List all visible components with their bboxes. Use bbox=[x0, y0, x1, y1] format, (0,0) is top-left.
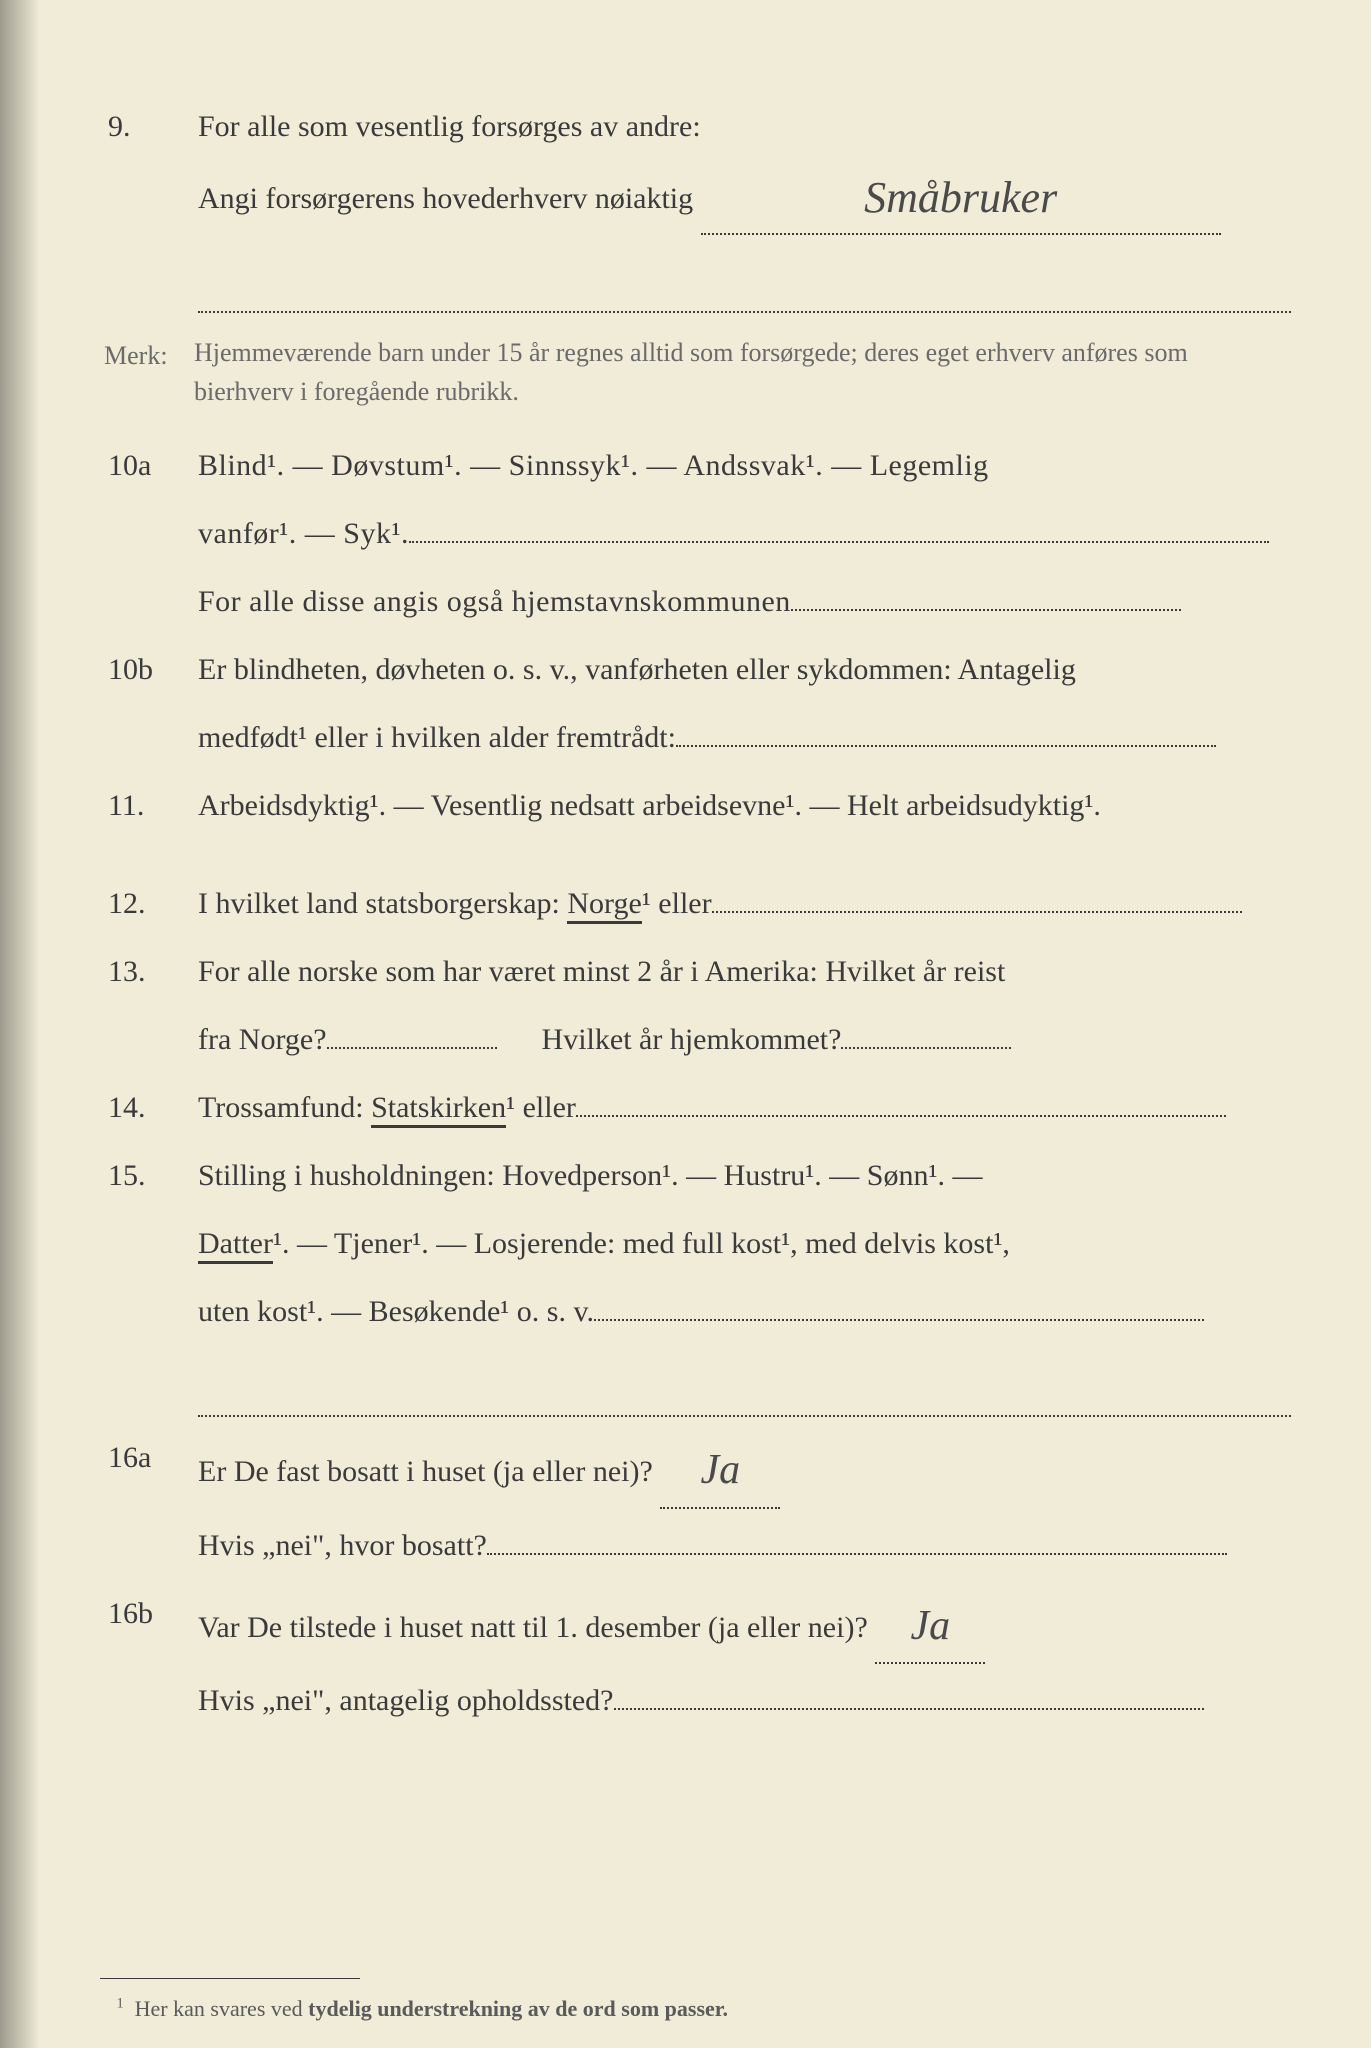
q9-number: 9. bbox=[100, 100, 198, 313]
q16b-number: 16b bbox=[100, 1587, 198, 1729]
merk-text: Hjemmeværende barn under 15 år regnes al… bbox=[194, 333, 1291, 411]
q16a-answer: Ja bbox=[701, 1433, 741, 1509]
q16b-answer: Ja bbox=[910, 1589, 950, 1665]
q13-number: 13. bbox=[100, 945, 198, 1067]
census-form-page: 9. For alle som vesentlig forsørges av a… bbox=[0, 0, 1371, 2048]
q10a-line3: For alle disse angis også hjemstavnskomm… bbox=[198, 585, 791, 618]
question-15: 15. Stilling i husholdningen: Hovedperso… bbox=[100, 1149, 1291, 1417]
q16b-answer-line: Ja bbox=[875, 1587, 985, 1665]
merk-label: Merk: bbox=[100, 333, 194, 411]
q15-line3-wrap: uten kost¹. — Besøkende¹ o. s. v. bbox=[198, 1285, 1291, 1339]
note-merk: Merk: Hjemmeværende barn under 15 år reg… bbox=[100, 333, 1291, 411]
q12-content: I hvilket land statsborgerskap: Norge¹ e… bbox=[198, 877, 1291, 931]
q10a-line3-wrap: For alle disse angis også hjemstavnskomm… bbox=[198, 575, 1291, 629]
q13-line2b: Hvilket år hjemkommet? bbox=[542, 1023, 842, 1056]
question-13: 13. For alle norske som har været minst … bbox=[100, 945, 1291, 1067]
q16a-content: Er De fast bosatt i huset (ja eller nei)… bbox=[198, 1431, 1291, 1573]
q10a-number: 10a bbox=[100, 439, 198, 629]
footnote-text-b: tydelig understrekning av de ord som pas… bbox=[308, 1996, 728, 2021]
q10b-content: Er blindheten, døvheten o. s. v., vanfør… bbox=[198, 643, 1291, 765]
question-9: 9. For alle som vesentlig forsørges av a… bbox=[100, 100, 1291, 313]
q14-number: 14. bbox=[100, 1081, 198, 1135]
q15-line2-wrap: Datter¹. — Tjener¹. — Losjerende: med fu… bbox=[198, 1217, 1291, 1271]
q15-answer: Datter bbox=[198, 1227, 273, 1264]
q16a-line1-wrap: Er De fast bosatt i huset (ja eller nei)… bbox=[198, 1431, 1291, 1509]
q14-text-a: Trossamfund: bbox=[198, 1091, 371, 1124]
q16b-line2: Hvis „nei", antagelig opholdssted? bbox=[198, 1684, 614, 1717]
q10a-blank bbox=[409, 541, 1269, 543]
q10a-options2-wrap: vanfør¹. — Syk¹. bbox=[198, 507, 1291, 561]
q16b-line1-wrap: Var De tilstede i huset natt til 1. dese… bbox=[198, 1587, 1291, 1665]
question-11: 11. Arbeidsdyktig¹. — Vesentlig nedsatt … bbox=[100, 779, 1291, 833]
q15-line2b: ¹. — Tjener¹. — Losjerende: med full kos… bbox=[273, 1227, 1010, 1260]
q13-line1: For alle norske som har været minst 2 år… bbox=[198, 945, 1291, 999]
q15-content: Stilling i husholdningen: Hovedperson¹. … bbox=[198, 1149, 1291, 1417]
q13-line2-wrap: fra Norge? Hvilket år hjemkommet? bbox=[198, 1013, 1291, 1067]
q13-blank2 bbox=[841, 1047, 1011, 1049]
q16a-line1: Er De fast bosatt i huset (ja eller nei)… bbox=[198, 1455, 653, 1488]
q15-blank-line bbox=[198, 1367, 1291, 1417]
q16a-line2: Hvis „nei", hvor bosatt? bbox=[198, 1529, 487, 1562]
q14-content: Trossamfund: Statskirken¹ eller bbox=[198, 1081, 1291, 1135]
q9-content: For alle som vesentlig forsørges av andr… bbox=[198, 100, 1291, 313]
q13-content: For alle norske som har været minst 2 år… bbox=[198, 945, 1291, 1067]
q14-answer: Statskirken bbox=[371, 1091, 506, 1128]
q9-answer-line: Småbruker bbox=[701, 154, 1221, 235]
q16b-blank bbox=[614, 1708, 1204, 1710]
question-14: 14. Trossamfund: Statskirken¹ eller bbox=[100, 1081, 1291, 1135]
q15-blank bbox=[594, 1319, 1204, 1321]
footnote-rule bbox=[100, 1978, 360, 1979]
q9-line2-wrap: Angi forsørgerens hovederhverv nøiaktig … bbox=[198, 154, 1291, 235]
question-16b: 16b Var De tilstede i huset natt til 1. … bbox=[100, 1587, 1291, 1729]
q9-answer: Småbruker bbox=[864, 158, 1057, 237]
footnote-num: 1 bbox=[117, 1996, 124, 2012]
q9-line2: Angi forsørgerens hovederhverv nøiaktig bbox=[198, 182, 693, 215]
q10b-line2: medfødt¹ eller i hvilken alder fremtrådt… bbox=[198, 721, 676, 754]
question-12: 12. I hvilket land statsborgerskap: Norg… bbox=[100, 877, 1291, 931]
question-16a: 16a Er De fast bosatt i huset (ja eller … bbox=[100, 1431, 1291, 1573]
q15-line1: Stilling i husholdningen: Hovedperson¹. … bbox=[198, 1149, 1291, 1203]
q13-blank1 bbox=[327, 1047, 497, 1049]
q10a-options1: Blind¹. — Døvstum¹. — Sinnssyk¹. — Andss… bbox=[198, 439, 1291, 493]
q9-blank-line bbox=[198, 263, 1291, 313]
q16b-line1: Var De tilstede i huset natt til 1. dese… bbox=[198, 1611, 868, 1644]
q10b-line2-wrap: medfødt¹ eller i hvilken alder fremtrådt… bbox=[198, 711, 1291, 765]
q12-text-b: ¹ eller bbox=[642, 887, 712, 920]
q16a-blank bbox=[487, 1553, 1227, 1555]
q11-number: 11. bbox=[100, 779, 198, 833]
q12-number: 12. bbox=[100, 877, 198, 931]
q16b-line2-wrap: Hvis „nei", antagelig opholdssted? bbox=[198, 1674, 1291, 1728]
footnote-text-a: Her kan svares ved bbox=[135, 1996, 309, 2021]
q12-blank bbox=[712, 911, 1242, 913]
q16a-number: 16a bbox=[100, 1431, 198, 1573]
q10b-blank bbox=[676, 745, 1216, 747]
q12-text-a: I hvilket land statsborgerskap: bbox=[198, 887, 567, 920]
q16a-answer-line: Ja bbox=[660, 1431, 780, 1509]
q14-text-b: ¹ eller bbox=[506, 1091, 576, 1124]
q13-line2a: fra Norge? bbox=[198, 1023, 327, 1056]
q16a-line2-wrap: Hvis „nei", hvor bosatt? bbox=[198, 1519, 1291, 1573]
footnote: 1 Her kan svares ved tydelig understrekn… bbox=[100, 1989, 1291, 2029]
q11-text: Arbeidsdyktig¹. — Vesentlig nedsatt arbe… bbox=[198, 779, 1291, 833]
q10a-options2: vanfør¹. — Syk¹. bbox=[198, 517, 409, 550]
q10a-content: Blind¹. — Døvstum¹. — Sinnssyk¹. — Andss… bbox=[198, 439, 1291, 629]
question-10b: 10b Er blindheten, døvheten o. s. v., va… bbox=[100, 643, 1291, 765]
q15-number: 15. bbox=[100, 1149, 198, 1417]
q10b-number: 10b bbox=[100, 643, 198, 765]
question-10a: 10a Blind¹. — Døvstum¹. — Sinnssyk¹. — A… bbox=[100, 439, 1291, 629]
q12-answer: Norge bbox=[567, 887, 641, 924]
q15-line3: uten kost¹. — Besøkende¹ o. s. v. bbox=[198, 1295, 594, 1328]
q16b-content: Var De tilstede i huset natt til 1. dese… bbox=[198, 1587, 1291, 1729]
q10b-line1: Er blindheten, døvheten o. s. v., vanfør… bbox=[198, 643, 1291, 697]
q9-line1: For alle som vesentlig forsørges av andr… bbox=[198, 100, 1291, 154]
q14-blank bbox=[576, 1115, 1226, 1117]
q10a-blank2 bbox=[791, 609, 1181, 611]
